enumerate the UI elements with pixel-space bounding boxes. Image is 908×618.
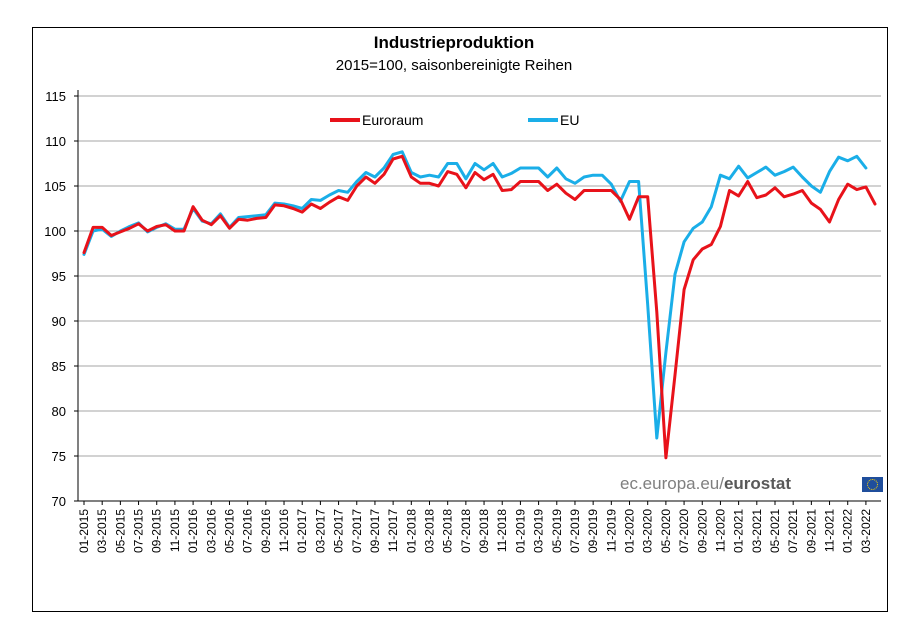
x-tick-label: 11-2016 [277, 509, 291, 552]
y-axis-ticks: 70 75 80 85 90 95 100 105 110 115 [44, 89, 66, 509]
x-tick-label: 09-2015 [150, 509, 164, 553]
x-tick-label: 07-2015 [132, 509, 146, 553]
y-tick-label: 110 [45, 134, 66, 149]
series-line-eu [82, 150, 868, 440]
y-tick-label: 70 [52, 494, 66, 509]
x-tick-label: 11-2018 [495, 509, 509, 552]
y-tick-label: 95 [52, 269, 66, 284]
x-tick-label: 01-2018 [404, 509, 418, 553]
x-tick-label: 09-2017 [368, 509, 382, 553]
x-tick-label: 03-2019 [532, 509, 546, 553]
eu-flag-icon [862, 477, 883, 492]
x-tick-label: 05-2015 [113, 509, 127, 553]
x-tick-label: 09-2020 [695, 509, 709, 553]
x-tick-label: 11-2017 [386, 509, 400, 552]
x-tick-label: 09-2016 [259, 509, 273, 553]
x-tick-label: 05-2018 [441, 509, 455, 553]
y-tick-label: 100 [44, 224, 66, 239]
gridlines [78, 95, 881, 457]
x-tick-label: 07-2016 [241, 509, 255, 553]
x-tick-label: 11-2021 [823, 509, 837, 552]
chart-subtitle: 2015=100, saisonbereinigte Reihen [335, 57, 573, 74]
source-credit: ec.europa.eu/eurostat [620, 474, 792, 493]
chart-frame [32, 27, 888, 612]
x-tick-label: 07-2018 [459, 509, 473, 553]
x-tick-label: 05-2017 [332, 509, 346, 553]
x-tick-label: 03-2021 [750, 509, 764, 553]
x-tick-label: 03-2018 [422, 509, 436, 553]
x-tick-label: 09-2021 [804, 509, 818, 553]
x-tick-label: 11-2019 [604, 509, 618, 552]
x-tick-label: 03-2020 [641, 509, 655, 553]
x-tick-label: 09-2019 [586, 509, 600, 553]
x-tick-label: 11-2015 [168, 509, 182, 552]
x-tick-label: 05-2021 [768, 509, 782, 553]
x-tick-label: 03-2022 [859, 509, 873, 553]
x-tick-label: 01-2020 [623, 509, 637, 553]
legend: Euroraum EU [330, 112, 579, 128]
y-tick-label: 115 [45, 89, 66, 104]
x-tick-label: 03-2015 [95, 509, 109, 553]
x-tick-label: 01-2021 [732, 509, 746, 553]
series-lines [82, 150, 877, 460]
chart-title: Industrieproduktion [373, 33, 535, 52]
x-tick-label: 11-2020 [713, 509, 727, 552]
y-tick-label: 75 [52, 449, 66, 464]
x-axis-ticks: 01-2015 03-2015 05-2015 07-2015 09-2015 11-20… [77, 509, 873, 553]
legend-label-eu: EU [560, 112, 579, 128]
x-tick-label: 05-2020 [659, 509, 673, 553]
x-tick-label: 01-2017 [295, 509, 309, 553]
x-tick-label: 01-2015 [77, 509, 91, 553]
x-tick-label: 05-2016 [222, 509, 236, 553]
series-line-euroraum [82, 154, 877, 460]
y-tick-label: 85 [52, 359, 66, 374]
x-tick-label: 03-2017 [313, 509, 327, 553]
x-tick-label: 01-2022 [841, 509, 855, 553]
x-tick-label: 03-2016 [204, 509, 218, 553]
x-tick-label: 07-2021 [786, 509, 800, 553]
x-tick-label: 01-2019 [513, 509, 527, 553]
axes [74, 90, 881, 505]
y-tick-label: 105 [44, 179, 66, 194]
y-tick-label: 90 [52, 314, 66, 329]
legend-label-euroraum: Euroraum [362, 112, 423, 128]
x-tick-label: 07-2019 [568, 509, 582, 553]
x-tick-label: 05-2019 [550, 509, 564, 553]
x-tick-label: 07-2020 [677, 509, 691, 553]
x-tick-label: 07-2017 [350, 509, 364, 553]
x-tick-label: 09-2018 [477, 509, 491, 553]
y-tick-label: 80 [52, 404, 66, 419]
x-tick-label: 01-2016 [186, 509, 200, 553]
